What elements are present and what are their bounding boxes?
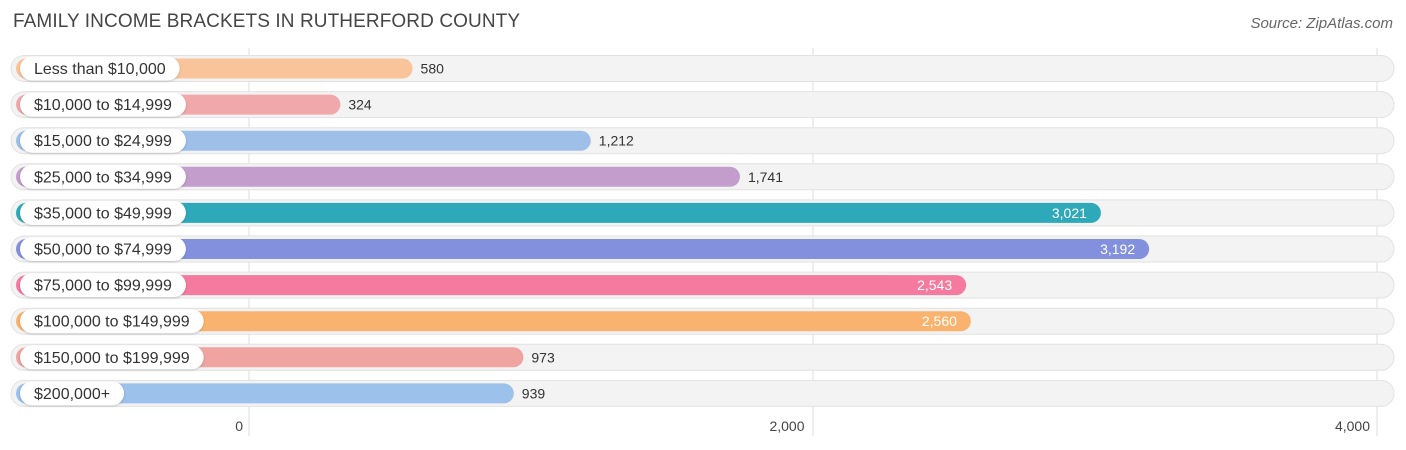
category-label: Less than $10,000	[34, 61, 166, 78]
category-label: $100,000 to $149,999	[34, 314, 190, 331]
category-pill	[20, 345, 204, 370]
value-label: 2,543	[917, 277, 952, 293]
category-pill	[20, 56, 180, 81]
x-tick-label: 2,000	[769, 418, 804, 434]
value-label: 324	[348, 97, 372, 113]
ticks-layer: 0 2,000 4,000	[235, 418, 1370, 434]
category-label: $200,000+	[34, 386, 110, 403]
category-label: $75,000 to $99,999	[34, 278, 172, 295]
value-label: 973	[531, 349, 555, 365]
category-label: $25,000 to $34,999	[34, 169, 172, 186]
category-pill	[20, 309, 204, 334]
bar	[16, 239, 1150, 259]
bar-row: $25,000 to $34,999 1,741	[10, 163, 1395, 191]
bar	[16, 383, 514, 404]
bar-row: Less than $10,000 580	[10, 55, 1395, 82]
value-label: 3,192	[1100, 241, 1135, 257]
bar	[16, 311, 971, 332]
chart-title: FAMILY INCOME BRACKETS IN RUTHERFORD COU…	[13, 11, 521, 32]
x-tick-label: 4,000	[1335, 418, 1370, 434]
chart-source: Source: ZipAtlas.com	[1250, 15, 1393, 32]
category-pill	[20, 273, 186, 298]
bar-row: $200,000+ 939	[10, 379, 1395, 407]
value-label: 580	[421, 61, 445, 77]
category-label: $35,000 to $49,999	[34, 205, 172, 222]
value-label: 939	[522, 385, 546, 401]
value-label: 1,741	[748, 169, 783, 185]
x-tick-label: 0	[235, 418, 243, 434]
category-pill	[20, 164, 186, 189]
value-label: 2,560	[922, 313, 957, 329]
category-pill	[20, 237, 186, 261]
bar	[16, 202, 1101, 223]
bar-row: $10,000 to $14,999 324	[10, 91, 1395, 119]
bar-row: $100,000 to $149,999 2,560	[10, 307, 1395, 335]
value-label: 3,021	[1052, 205, 1087, 221]
bar-row: $50,000 to $74,999 3,192	[10, 235, 1395, 263]
bar-row: $35,000 to $49,999 3,021	[10, 199, 1395, 227]
bar	[16, 166, 740, 187]
bar-row: $15,000 to $24,999 1,212	[10, 127, 1395, 155]
category-pill	[20, 381, 125, 406]
bar	[16, 275, 967, 296]
category-label: $15,000 to $24,999	[34, 133, 172, 150]
bar-track	[10, 91, 1395, 119]
bar-row: $150,000 to $199,999 973	[10, 343, 1395, 371]
category-label: $50,000 to $74,999	[34, 242, 172, 259]
bars-layer: Less than $10,000 580 $10,000 to $14,999 32…	[10, 55, 1395, 407]
category-label: $10,000 to $14,999	[34, 97, 172, 114]
category-pill	[20, 92, 186, 117]
category-pill	[20, 128, 186, 153]
category-label: $150,000 to $199,999	[34, 350, 190, 367]
value-label: 1,212	[599, 133, 634, 149]
bar-row: $75,000 to $99,999 2,543	[10, 271, 1395, 299]
category-pill	[20, 200, 186, 225]
